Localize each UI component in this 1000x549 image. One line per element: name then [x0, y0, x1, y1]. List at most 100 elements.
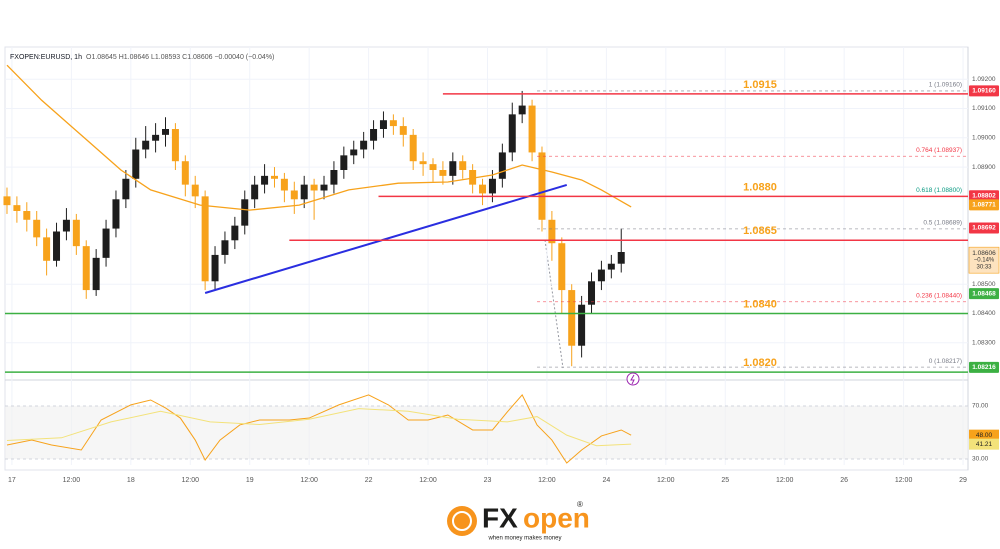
candle-body: [409, 134, 417, 162]
candle-body: [181, 161, 189, 185]
rsi-tag-label: 48.00: [976, 432, 993, 439]
last-price-tag: [968, 246, 1000, 274]
candle-body: [389, 120, 397, 127]
y-tick-label: 1.09200: [972, 76, 996, 83]
price-pane: 1 (1.09160) 0.764 (1.08937) 0.618 (1.08800…: [3, 64, 1000, 373]
candle-body: [508, 114, 516, 153]
level-label: 1.0820: [743, 357, 777, 369]
grid: 17 12:00 18 12:00 19 12:00 22 12:00 23 12:00 24 12:…: [5, 47, 996, 484]
x-tick-label: 12:00: [657, 477, 675, 484]
candle-body: [13, 205, 21, 211]
event-bolt: [630, 374, 635, 385]
y-tick-label: 1.08400: [972, 310, 996, 317]
candle-body: [310, 184, 318, 191]
x-tick-label: 29: [959, 477, 967, 484]
logo-brand: FX: [482, 502, 518, 533]
logo-icon-ring: [452, 511, 472, 531]
price-tag: [969, 288, 999, 300]
fib-label: 0 (1.08217): [929, 358, 962, 365]
candle-body: [419, 161, 427, 165]
candle-body: [3, 196, 11, 206]
candle-body: [469, 170, 477, 185]
candle-body: [578, 304, 586, 346]
candle-body: [449, 161, 457, 176]
x-tick-label: 12:00: [63, 477, 81, 484]
x-tick-label: 23: [484, 477, 492, 484]
candle-body: [379, 120, 387, 129]
x-tick-label: 12:00: [895, 477, 913, 484]
candle-body: [221, 240, 229, 255]
candle-body: [439, 170, 447, 176]
candle-body: [350, 149, 358, 156]
price-tag: [969, 361, 999, 373]
x-tick-label: 18: [127, 477, 135, 484]
price-tag: [969, 222, 999, 234]
logo-icon: [447, 506, 477, 536]
level-label: 1.0880: [743, 181, 777, 193]
x-tick-label: 22: [365, 477, 373, 484]
x-tick-label: 12:00: [538, 477, 556, 484]
candle-body: [72, 219, 80, 247]
candle-body: [568, 290, 576, 346]
price-tag-label: 1.09160: [972, 88, 996, 95]
price-tag-label: 1.08802: [972, 192, 996, 199]
candle-body: [251, 184, 259, 200]
candle-body: [201, 196, 209, 282]
rsi-line: [6, 394, 632, 464]
x-tick-label: 12:00: [776, 477, 794, 484]
candle-body: [241, 199, 249, 226]
candle-body: [290, 190, 298, 200]
fib-label: 0.236 (1.08440): [916, 293, 962, 300]
price-tag: [969, 199, 999, 211]
x-tick-label: 12:00: [182, 477, 200, 484]
candle-body: [102, 228, 110, 258]
fib-label: 1 (1.09160): [929, 82, 962, 89]
price-tag: [969, 190, 999, 202]
level-label: 1.0840: [743, 298, 777, 310]
candle-body: [152, 134, 160, 141]
level-label: 1.0865: [743, 225, 777, 237]
candle-body: [320, 184, 328, 191]
rsi-band: [5, 405, 968, 460]
candle-body: [399, 126, 407, 135]
y-tick-label: 1.08900: [972, 164, 996, 171]
candle-body: [548, 219, 556, 244]
y-tick-label: 1.08300: [972, 340, 996, 347]
x-tick-label: 25: [721, 477, 729, 484]
price-tag-label: 1.08468: [972, 290, 996, 297]
symbol-title: FXOPEN:EURUSD, 1h: [10, 54, 82, 61]
ohlc-legend: O1.08645 H1.08646 L1.08593 C1.08606 −0.0…: [86, 54, 274, 61]
event-icon[interactable]: [626, 372, 640, 386]
candle-body: [488, 178, 496, 194]
bar-countdown: 30:33: [976, 265, 992, 271]
price-tag-label: 1.08692: [972, 225, 996, 232]
fib-label: 0.618 (1.08800): [916, 187, 962, 194]
rsi-tag: [969, 438, 999, 450]
price-tag: [969, 85, 999, 97]
candle-body: [498, 152, 506, 179]
candle-body: [597, 269, 605, 282]
candle-body: [33, 219, 41, 238]
candle-body: [280, 178, 288, 191]
candle-body: [43, 237, 51, 261]
x-tick-label: 24: [602, 477, 610, 484]
candle-body: [340, 155, 348, 170]
candle-body: [191, 184, 199, 197]
candle-body: [459, 161, 467, 170]
rsi-tag-label: 41.21: [976, 441, 993, 448]
price-tag-label: 1.08216: [972, 364, 996, 371]
candle-body: [211, 254, 219, 282]
x-tick-label: 12:00: [419, 477, 437, 484]
last-price-change: −0.14%: [974, 258, 995, 264]
x-tick-label: 26: [840, 477, 848, 484]
candle-body: [171, 129, 179, 162]
logo-registered: ®: [577, 500, 583, 509]
candle-body: [261, 175, 269, 185]
candle-body: [370, 129, 378, 141]
candle-body: [270, 175, 278, 179]
last-price-label: 1.08606: [972, 250, 996, 257]
rsi-tag: [969, 429, 999, 441]
y-tick-label: 70.00: [972, 403, 989, 410]
y-tick-label: 30.00: [972, 456, 989, 463]
